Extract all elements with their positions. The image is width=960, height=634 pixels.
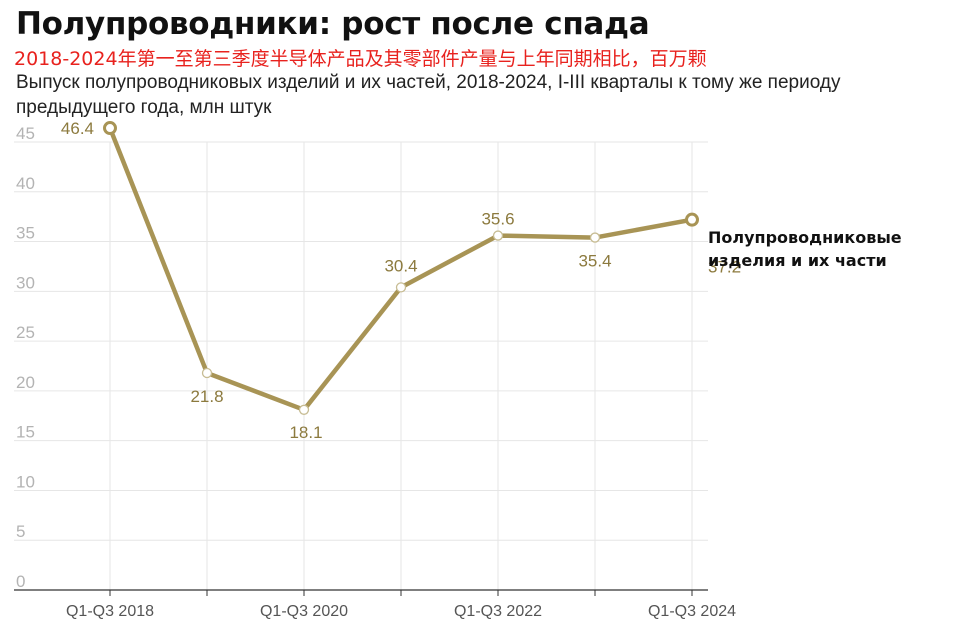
overlay-caption: 2018-2024年第一至第三季度半导体产品及其零部件产量与上年同期相比，百万颗 [14, 48, 707, 70]
y-tick-label: 35 [16, 224, 35, 243]
y-tick-label: 15 [16, 423, 35, 442]
series-name-label: Полупроводниковые изделия и их части [708, 226, 938, 272]
data-label: 35.6 [481, 210, 514, 229]
data-label: 18.1 [289, 423, 322, 442]
y-tick-label: 0 [16, 572, 25, 591]
data-point [298, 404, 310, 415]
chart-title: Полупроводники: рост после спада [16, 6, 650, 42]
x-axis-tick-marks [109, 590, 693, 596]
y-tick-label: 30 [16, 273, 35, 292]
data-label: 37.2 [708, 258, 741, 277]
horizontal-gridlines [14, 141, 708, 591]
chart-subtitle: Выпуск полупроводниковых изделий и их ча… [16, 72, 841, 118]
data-label: 21.8 [190, 387, 223, 406]
data-point [395, 282, 407, 293]
data-point [201, 367, 213, 379]
x-tick-label: Q1-Q3 2018 [66, 603, 154, 620]
data-point [589, 232, 601, 243]
y-tick-label: 25 [16, 323, 35, 342]
x-tick-label: Q1-Q3 2022 [454, 603, 542, 620]
y-axis-ticks: 0 5 10 15 20 25 30 35 40 45 [16, 124, 35, 591]
series-layer [103, 121, 699, 415]
y-tick-label: 40 [16, 174, 35, 193]
data-label: 46.4 [61, 119, 94, 138]
y-tick-label: 5 [16, 522, 25, 541]
x-tick-label: Q1-Q3 2024 [648, 603, 736, 620]
series-name-line-2: изделия и их части [708, 251, 887, 270]
vertical-gridlines [109, 142, 693, 590]
y-tick-label: 45 [16, 124, 35, 143]
data-point [685, 212, 699, 227]
y-tick-label: 20 [16, 373, 35, 392]
data-point [492, 230, 504, 241]
data-label: 30.4 [384, 256, 417, 275]
x-axis-labels: Q1-Q3 2018 Q1-Q3 2020 Q1-Q3 2022 Q1-Q3 2024 [66, 603, 736, 620]
data-labels: 46.4 21.8 18.1 30.4 35.6 35.4 37.2 [61, 119, 741, 442]
data-label: 35.4 [578, 252, 611, 271]
series-name-line-1: Полупроводниковые [708, 228, 902, 247]
y-tick-label: 10 [16, 472, 35, 491]
data-point [103, 121, 117, 136]
x-tick-label: Q1-Q3 2020 [260, 603, 348, 620]
